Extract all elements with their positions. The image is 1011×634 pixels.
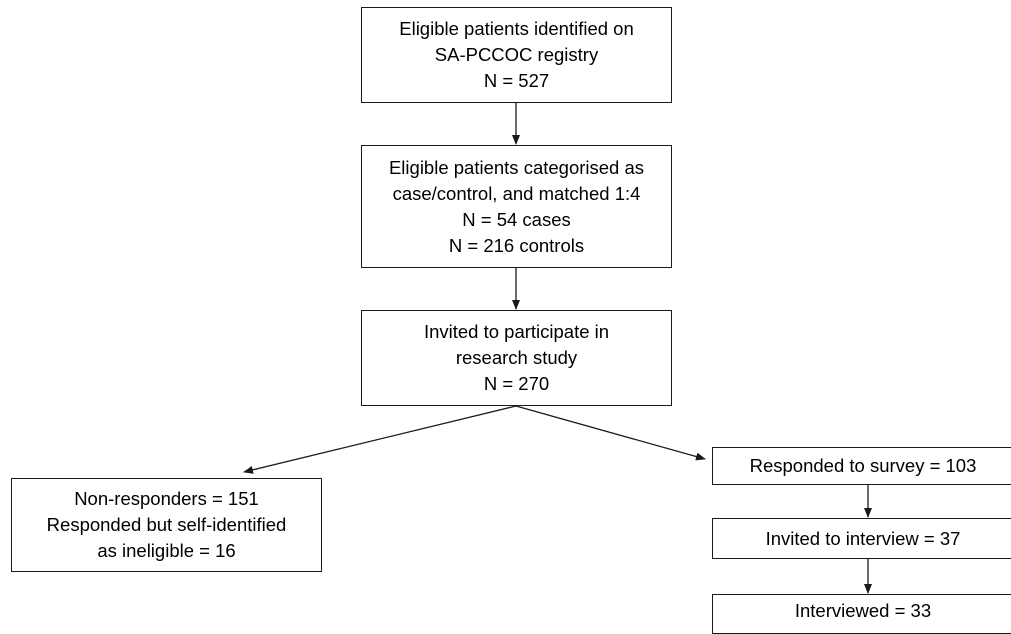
arrow-invited-to-responded xyxy=(515,405,706,461)
non-responders-box: Non-responders = 151 Responded but self-… xyxy=(11,478,322,572)
control-count: N = 216 controls xyxy=(448,234,585,256)
non-responders-line-1: Non-responders = 151 xyxy=(74,488,259,509)
invited-line-1: Invited to participate in xyxy=(423,321,610,342)
interviewed-box: Interviewed = 33 xyxy=(712,594,1011,634)
registry-box: Eligible patients identified on SA-PCCOC… xyxy=(361,7,672,103)
invited-interview-line: Invited to interview = 37 xyxy=(765,527,961,549)
arrow-invited-to-nonresponders xyxy=(243,405,517,474)
non-responders-line-3: as ineligible = 16 xyxy=(97,540,236,561)
registry-line-1: Eligible patients identified on xyxy=(399,18,634,39)
invited-line-2: research study xyxy=(455,347,578,368)
registry-count: N = 527 xyxy=(483,70,550,91)
interviewed-line: Interviewed = 33 xyxy=(794,600,932,621)
invited-count: N = 270 xyxy=(483,373,550,394)
case-control-line-1: Eligible patients categorised as xyxy=(388,156,645,178)
invited-box: Invited to participate in research study… xyxy=(361,310,672,406)
responded-box: Responded to survey = 103 xyxy=(712,447,1011,485)
registry-line-2: SA-PCCOC registry xyxy=(434,44,599,65)
case-count: N = 54 cases xyxy=(462,208,571,230)
case-control-line-2: case/control, and matched 1:4 xyxy=(392,182,641,204)
responded-line: Responded to survey = 103 xyxy=(749,455,977,476)
invited-interview-box: Invited to interview = 37 xyxy=(712,518,1011,559)
case-control-box: Eligible patients categorised as case/co… xyxy=(361,145,672,268)
non-responders-line-2: Responded but self-identified xyxy=(46,514,287,535)
